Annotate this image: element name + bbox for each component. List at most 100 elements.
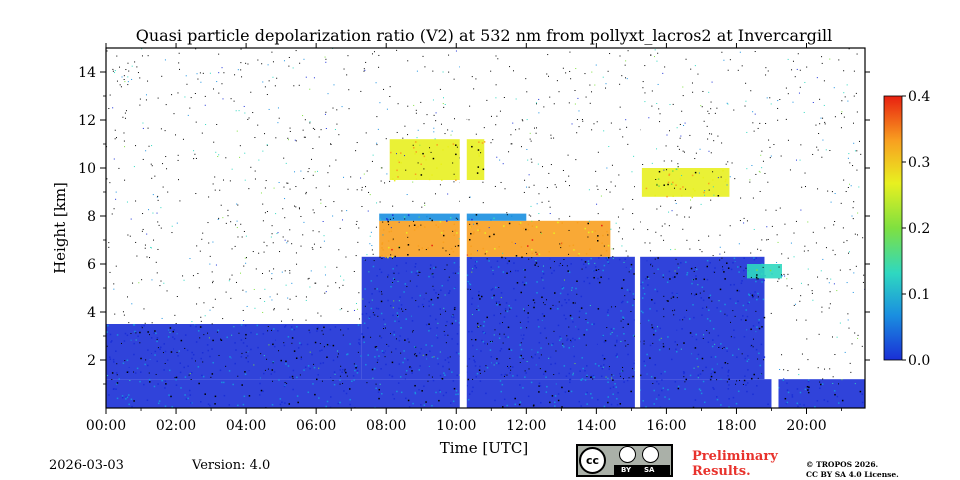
noise-pixel [287, 139, 289, 141]
noise-pixel [550, 137, 552, 139]
noise-pixel [142, 122, 144, 124]
heatmap-pixel [474, 265, 476, 267]
noise-pixel [325, 111, 327, 113]
noise-pixel [686, 309, 688, 311]
noise-pixel [312, 127, 314, 129]
noise-pixel [538, 112, 540, 114]
heatmap-pixel [110, 340, 113, 342]
noise-pixel [379, 102, 381, 104]
heatmap-pixel [653, 302, 656, 304]
heatmap-pixel [200, 401, 202, 403]
noise-pixel [824, 227, 826, 229]
heatmap-pixel [396, 312, 399, 314]
heatmap-pixel [170, 351, 173, 353]
heatmap-pixel [476, 222, 478, 225]
noise-pixel [343, 279, 345, 281]
heatmap-pixel [110, 341, 112, 343]
heatmap-pixel [578, 400, 581, 403]
heatmap-pixel [727, 267, 730, 269]
preliminary-line-1: Preliminary [692, 449, 778, 464]
heatmap-pixel [257, 346, 259, 349]
heatmap-pixel [180, 387, 182, 389]
noise-pixel [218, 53, 220, 55]
noise-pixel [380, 167, 382, 169]
heatmap-pixel [566, 339, 568, 342]
heatmap-pixel [470, 245, 472, 248]
heatmap-pixel [516, 374, 519, 377]
noise-pixel [713, 140, 715, 142]
heatmap-pixel [568, 271, 571, 274]
noise-pixel [676, 344, 678, 346]
heatmap-pixel [658, 339, 661, 341]
heatmap-region [389, 139, 485, 180]
noise-pixel [159, 285, 161, 287]
noise-pixel [854, 332, 856, 334]
noise-pixel [292, 67, 294, 69]
noise-pixel [591, 91, 593, 93]
noise-pixel [247, 118, 249, 120]
heatmap-pixel [316, 330, 318, 332]
noise-pixel [781, 274, 783, 276]
noise-pixel [112, 107, 114, 109]
heatmap-pixel [123, 340, 126, 342]
noise-pixel [235, 110, 237, 112]
heatmap-pixel [520, 291, 523, 294]
noise-pixel [218, 354, 220, 356]
noise-pixel [630, 311, 632, 313]
heatmap-pixel [397, 272, 400, 275]
heatmap-pixel [437, 226, 440, 228]
heatmap-pixel [686, 271, 689, 274]
heatmap-pixel [377, 359, 379, 361]
noise-pixel [141, 327, 143, 329]
heatmap-pixel [418, 388, 420, 391]
heatmap-pixel [570, 263, 572, 265]
noise-pixel [533, 184, 535, 186]
noise-pixel [633, 298, 635, 300]
noise-pixel [166, 168, 168, 170]
heatmap-pixel [154, 354, 156, 356]
heatmap-pixel [128, 394, 130, 396]
heatmap-pixel [407, 359, 409, 361]
heatmap-pixel [147, 364, 149, 367]
heatmap-pixel [270, 373, 273, 375]
heatmap-pixel [592, 374, 595, 377]
noise-pixel [691, 353, 693, 355]
noise-pixel [752, 111, 754, 113]
noise-pixel [829, 291, 831, 293]
noise-pixel [676, 297, 678, 299]
noise-pixel [389, 333, 391, 335]
heatmap-pixel [259, 382, 261, 385]
heatmap-pixel [411, 297, 413, 299]
noise-pixel [435, 120, 437, 122]
noise-pixel [275, 137, 277, 139]
noise-pixel [672, 103, 674, 105]
noise-pixel [283, 186, 285, 188]
heatmap-pixel [600, 365, 602, 367]
noise-pixel [840, 127, 842, 129]
heatmap-pixel [297, 401, 299, 404]
heatmap-pixel [474, 361, 476, 363]
heatmap-pixel [586, 276, 589, 279]
noise-pixel [272, 242, 274, 244]
heatmap-pixel [545, 391, 548, 393]
noise-pixel [607, 70, 609, 72]
heatmap-pixel [726, 350, 728, 352]
heatmap-pixel [758, 352, 760, 355]
noise-pixel [448, 54, 450, 56]
noise-pixel [424, 202, 426, 204]
noise-pixel [739, 220, 741, 222]
noise-pixel [528, 214, 530, 216]
noise-pixel [237, 236, 239, 238]
heatmap-pixel [733, 257, 736, 260]
heatmap-pixel [131, 405, 133, 408]
noise-pixel [194, 324, 196, 326]
heatmap-pixel [706, 278, 709, 281]
noise-pixel [553, 103, 555, 105]
heatmap-pixel [163, 343, 166, 345]
noise-pixel [535, 102, 537, 104]
heatmap-pixel [207, 349, 210, 352]
noise-pixel [845, 191, 847, 193]
heatmap-pixel [378, 397, 380, 400]
noise-pixel [414, 354, 416, 356]
noise-pixel [392, 307, 394, 309]
